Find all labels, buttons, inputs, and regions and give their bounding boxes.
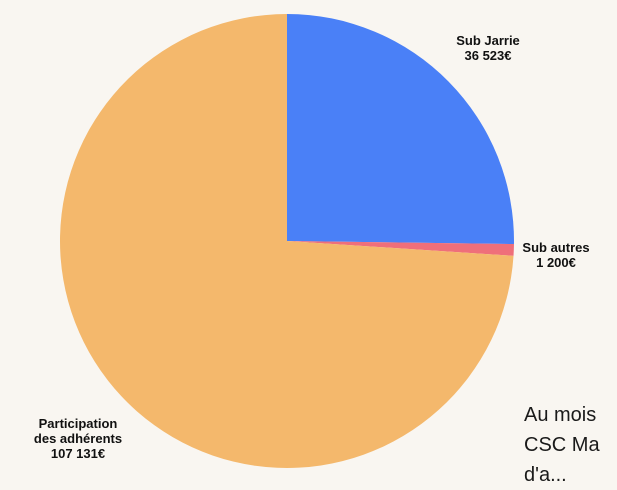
slice-label-sub-autres-name: Sub autres [522,240,590,255]
pie-slice-sub-jarrie [287,13,515,245]
slice-label-sub-jarrie-value: 36 523€ [464,48,512,63]
side-paragraph: Au mois CSC Ma d'a... [524,400,617,490]
slice-label-sub-jarrie-name: Sub Jarrie [456,33,520,48]
pie-chart-svg [59,13,515,468]
side-paragraph-line-2: CSC Ma [524,434,600,456]
slice-label-participation-name-line2: des adhérents [33,431,123,446]
pie-chart: Sub Jarrie 36 523€ Sub autres 1 200€ Par… [18,13,600,468]
side-paragraph-line-1: Au mois [524,404,597,426]
slice-label-sub-autres-value: 1 200€ [536,255,576,270]
slice-label-participation-value: 107 131€ [50,446,106,461]
slice-label-sub-jarrie: Sub Jarrie 36 523€ [436,33,540,63]
side-paragraph-line-3: d'a... [524,464,567,486]
slice-label-sub-autres: Sub autres 1 200€ [512,240,600,270]
pie-slice-sub-autres [287,241,514,256]
slice-label-participation: Participation des adhérents 107 131€ [18,416,138,461]
pie-slice-participation-des-adherents [59,14,514,468]
slice-label-participation-name-line1: Participation [38,416,118,431]
